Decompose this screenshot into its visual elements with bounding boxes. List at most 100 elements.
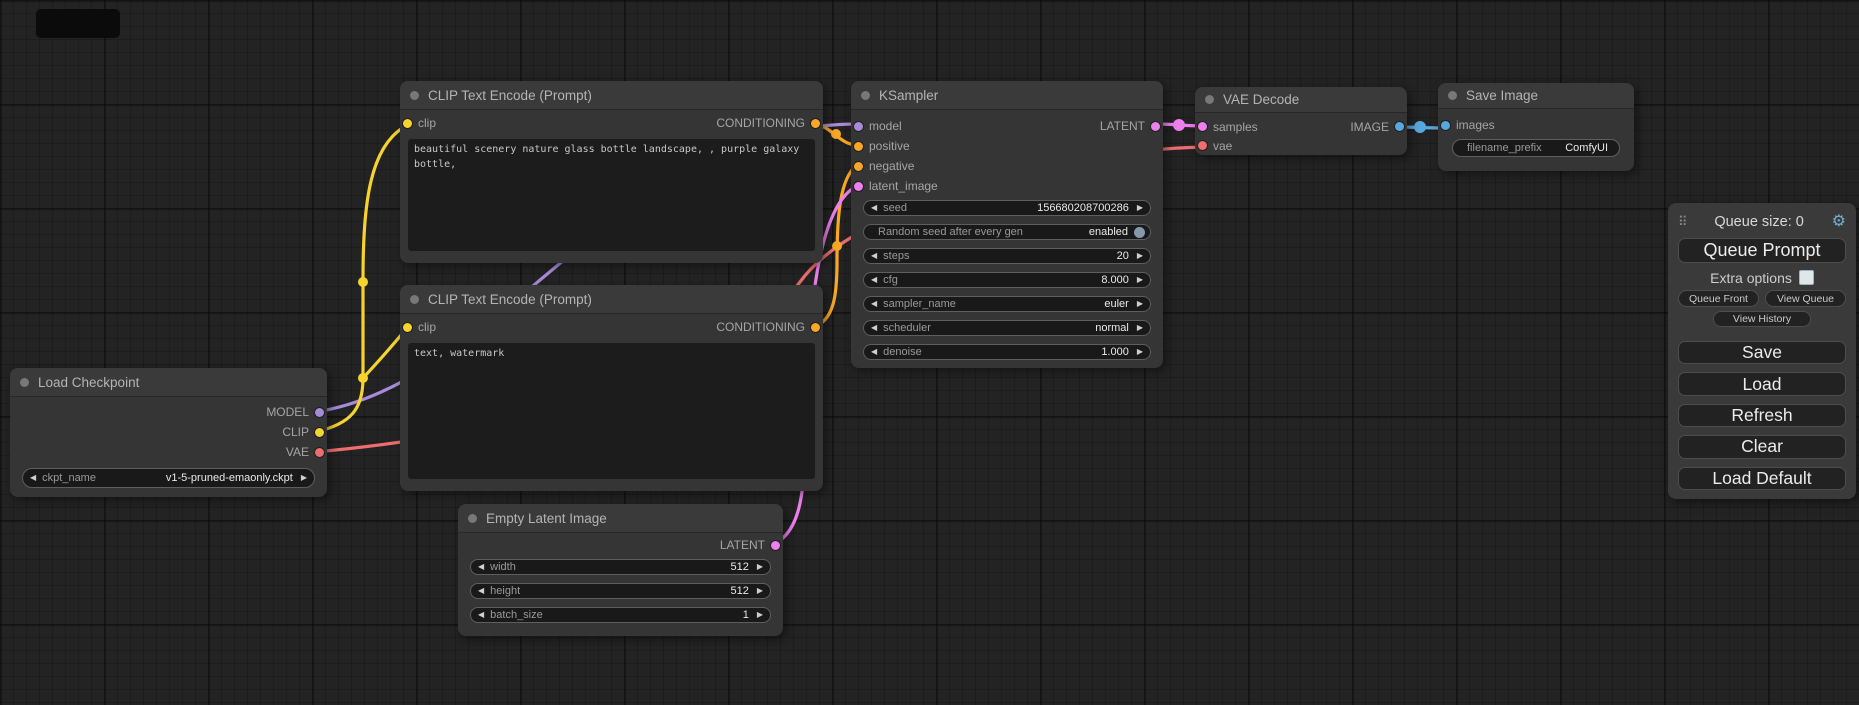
collapse-dot-icon[interactable]: [1205, 95, 1214, 104]
widget-scheduler[interactable]: ◀ scheduler normal ▶: [863, 320, 1151, 336]
conditioning-slot-dot[interactable]: [854, 161, 863, 171]
collapse-dot-icon[interactable]: [1448, 91, 1457, 100]
input-slot-images[interactable]: images: [1441, 118, 1495, 132]
increment-arrow-icon[interactable]: ▶: [1136, 203, 1143, 212]
widget-seed[interactable]: ◀ seed 156680208700286 ▶: [863, 200, 1151, 216]
refresh-button[interactable]: Refresh: [1678, 403, 1846, 428]
output-slot-model[interactable]: MODEL: [266, 405, 324, 419]
conditioning-slot-dot[interactable]: [854, 141, 863, 151]
input-slot-positive[interactable]: positive: [854, 139, 910, 153]
clear-button[interactable]: Clear: [1678, 435, 1846, 459]
widget-random-seed-toggle[interactable]: Random seed after every gen enabled: [863, 224, 1151, 240]
increment-arrow-icon[interactable]: ▶: [756, 586, 763, 595]
queue-prompt-button[interactable]: Queue Prompt: [1678, 237, 1846, 263]
node-title-bar[interactable]: VAE Decode: [1195, 87, 1407, 113]
increment-arrow-icon[interactable]: ▶: [1136, 323, 1143, 332]
image-slot-dot[interactable]: [1441, 120, 1450, 130]
model-slot-dot[interactable]: [854, 121, 863, 131]
input-slot-model[interactable]: model: [854, 119, 902, 133]
collapse-dot-icon[interactable]: [468, 513, 477, 523]
save-button[interactable]: Save: [1678, 340, 1846, 365]
load-button[interactable]: Load: [1678, 372, 1846, 396]
increment-arrow-icon[interactable]: ▶: [756, 610, 763, 619]
increment-arrow-icon[interactable]: ▶: [1136, 347, 1143, 356]
increment-arrow-icon[interactable]: ▶: [1136, 251, 1143, 260]
decrement-arrow-icon[interactable]: ◀: [871, 275, 878, 284]
decrement-arrow-icon[interactable]: ◀: [871, 299, 878, 308]
output-slot-conditioning[interactable]: CONDITIONING: [716, 116, 820, 130]
link-midpoint-dot[interactable]: [358, 373, 368, 383]
node-ksampler[interactable]: KSampler model LATENT positive: [851, 81, 1163, 368]
decrement-arrow-icon[interactable]: ◀: [871, 347, 878, 356]
node-title-bar[interactable]: Empty Latent Image: [458, 504, 783, 533]
load-default-button[interactable]: Load Default: [1678, 466, 1846, 490]
widget-ckpt-name[interactable]: ◀ ckpt_name v1-5-pruned-emaonly.ckpt ▶: [22, 468, 315, 488]
widget-height[interactable]: ◀ height 512 ▶: [470, 583, 771, 599]
node-title-bar[interactable]: KSampler: [851, 81, 1163, 110]
output-slot-image[interactable]: IMAGE: [1350, 120, 1404, 134]
clip-slot-dot[interactable]: [403, 322, 412, 332]
vae-slot-dot[interactable]: [315, 447, 324, 457]
link-midpoint-dot[interactable]: [1414, 121, 1426, 133]
widget-cfg[interactable]: ◀ cfg 8.000 ▶: [863, 272, 1151, 288]
decrement-arrow-icon[interactable]: ◀: [478, 562, 485, 571]
input-slot-latent-image[interactable]: latent_image: [854, 179, 938, 193]
increment-arrow-icon[interactable]: ▶: [1136, 299, 1143, 308]
view-history-button[interactable]: View History: [1713, 311, 1811, 327]
latent-slot-dot[interactable]: [854, 181, 863, 191]
widget-sampler-name[interactable]: ◀ sampler_name euler ▶: [863, 296, 1151, 312]
widget-steps[interactable]: ◀ steps 20 ▶: [863, 248, 1151, 264]
input-slot-samples[interactable]: samples: [1198, 120, 1258, 134]
decrement-arrow-icon[interactable]: ◀: [30, 473, 37, 482]
output-slot-conditioning[interactable]: CONDITIONING: [716, 320, 820, 334]
node-save-image[interactable]: Save Image images filename_prefix ComfyU…: [1438, 83, 1634, 171]
link-midpoint-dot[interactable]: [1173, 119, 1185, 131]
link-midpoint-dot[interactable]: [358, 277, 368, 287]
input-slot-clip[interactable]: clip: [403, 320, 436, 334]
negative-prompt-textarea[interactable]: text, watermark: [408, 343, 815, 479]
widget-denoise[interactable]: ◀ denoise 1.000 ▶: [863, 344, 1151, 360]
node-clip-text-encode-negative[interactable]: CLIP Text Encode (Prompt) clip CONDITION…: [400, 285, 823, 491]
view-queue-button[interactable]: View Queue: [1765, 290, 1846, 308]
clip-slot-dot[interactable]: [403, 118, 412, 128]
link-midpoint-dot[interactable]: [831, 129, 841, 139]
decrement-arrow-icon[interactable]: ◀: [871, 251, 878, 260]
decrement-arrow-icon[interactable]: ◀: [871, 203, 878, 212]
conditioning-slot-dot[interactable]: [811, 118, 820, 128]
node-title-bar[interactable]: CLIP Text Encode (Prompt): [400, 285, 823, 314]
node-load-checkpoint[interactable]: Load Checkpoint MODEL CLIP VAE: [10, 368, 327, 497]
increment-arrow-icon[interactable]: ▶: [300, 473, 307, 482]
input-slot-vae[interactable]: vae: [1198, 139, 1232, 153]
output-slot-vae[interactable]: VAE: [286, 445, 324, 459]
toggle-enabled-dot[interactable]: [1134, 226, 1145, 238]
collapse-dot-icon[interactable]: [410, 90, 419, 100]
drag-handle-icon[interactable]: ⠿: [1678, 213, 1687, 229]
widget-batch-size[interactable]: ◀ batch_size 1 ▶: [470, 607, 771, 623]
collapse-dot-icon[interactable]: [20, 377, 29, 387]
positive-prompt-textarea[interactable]: beautiful scenery nature glass bottle la…: [408, 139, 815, 251]
widget-filename-prefix[interactable]: filename_prefix ComfyUI: [1452, 139, 1620, 157]
output-slot-latent[interactable]: LATENT: [720, 538, 780, 552]
collapse-dot-icon[interactable]: [410, 294, 419, 304]
output-slot-latent[interactable]: LATENT: [1100, 119, 1160, 133]
clip-slot-dot[interactable]: [315, 427, 324, 437]
link-midpoint-dot[interactable]: [832, 241, 842, 251]
conditioning-slot-dot[interactable]: [811, 322, 820, 332]
decrement-arrow-icon[interactable]: ◀: [871, 323, 878, 332]
input-slot-negative[interactable]: negative: [854, 159, 914, 173]
node-title-bar[interactable]: CLIP Text Encode (Prompt): [400, 81, 823, 110]
widget-width[interactable]: ◀ width 512 ▶: [470, 559, 771, 575]
queue-front-button[interactable]: Queue Front: [1678, 290, 1759, 308]
image-slot-dot[interactable]: [1395, 122, 1404, 131]
gear-icon[interactable]: ⚙: [1831, 212, 1846, 230]
node-clip-text-encode-positive[interactable]: CLIP Text Encode (Prompt) clip CONDITION…: [400, 81, 823, 263]
increment-arrow-icon[interactable]: ▶: [1136, 275, 1143, 284]
extra-options-checkbox[interactable]: [1798, 270, 1814, 286]
input-slot-clip[interactable]: clip: [403, 116, 436, 130]
node-empty-latent-image[interactable]: Empty Latent Image LATENT ◀ width 512 ▶ …: [458, 504, 783, 636]
latent-slot-dot[interactable]: [771, 540, 780, 550]
vae-slot-dot[interactable]: [1198, 141, 1207, 150]
node-title-bar[interactable]: Load Checkpoint: [10, 368, 327, 397]
decrement-arrow-icon[interactable]: ◀: [478, 586, 485, 595]
